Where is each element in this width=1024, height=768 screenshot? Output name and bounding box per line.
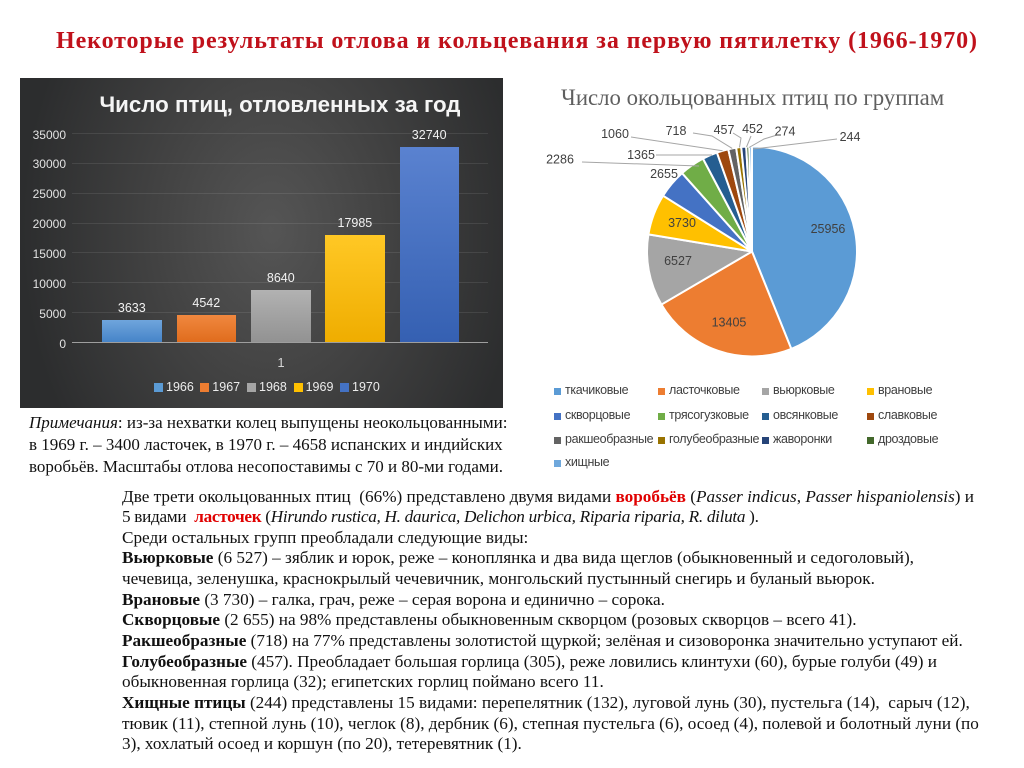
svg-text:457: 457 xyxy=(714,123,735,137)
svg-text:13405: 13405 xyxy=(712,316,747,330)
svg-text:25956: 25956 xyxy=(811,222,846,236)
svg-text:244: 244 xyxy=(840,130,861,144)
svg-text:718: 718 xyxy=(666,124,687,138)
svg-text:2655: 2655 xyxy=(650,167,678,181)
svg-text:1365: 1365 xyxy=(627,148,655,162)
svg-text:3730: 3730 xyxy=(668,216,696,230)
svg-text:6527: 6527 xyxy=(664,254,692,268)
svg-text:2286: 2286 xyxy=(546,153,574,167)
svg-text:452: 452 xyxy=(742,122,763,136)
svg-text:1060: 1060 xyxy=(601,127,629,141)
svg-text:274: 274 xyxy=(775,125,796,139)
